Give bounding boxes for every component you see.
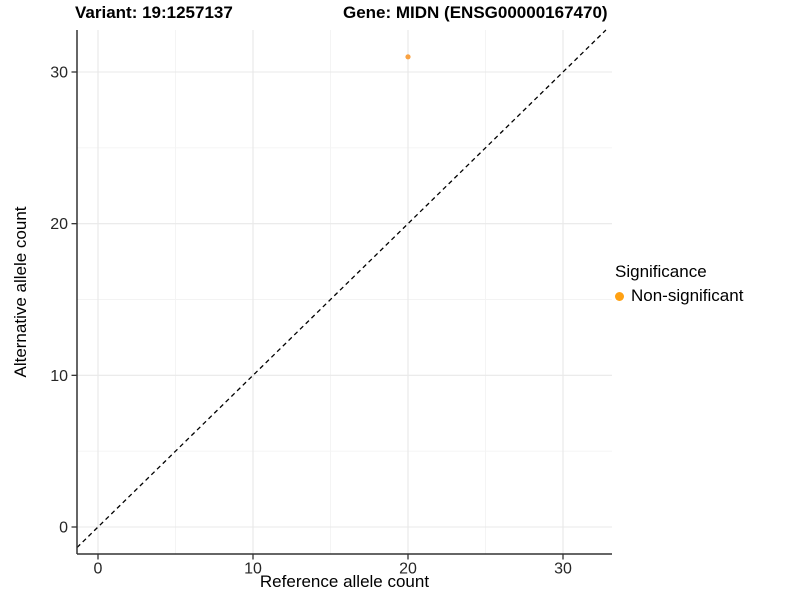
- plot-title-gene: Gene: MIDN (ENSG00000167470): [343, 3, 608, 22]
- legend-point-icon: [615, 291, 624, 301]
- y-tick-label: 20: [50, 216, 68, 233]
- legend-item-non-significant: Non-significant: [615, 286, 743, 306]
- y-tick-label: 30: [50, 64, 68, 81]
- x-tick-label: 30: [554, 561, 572, 578]
- data-point: [405, 54, 411, 60]
- y-tick-label: 0: [59, 520, 68, 537]
- legend-item-label: Non-significant: [631, 286, 744, 305]
- plot-title-variant: Variant: 19:1257137: [75, 3, 233, 22]
- identity-reference-line: [76, 29, 607, 549]
- x-axis-title: Reference allele count: [259, 572, 430, 591]
- x-tick-label: 20: [399, 561, 417, 578]
- legend-title: Significance: [615, 262, 707, 281]
- y-axis-title: Alternative allele count: [11, 206, 30, 378]
- legend: Significance Non-significant: [615, 262, 743, 306]
- x-tick-label: 10: [244, 561, 262, 578]
- x-tick-label: 0: [94, 561, 103, 578]
- y-tick-label: 10: [50, 368, 68, 385]
